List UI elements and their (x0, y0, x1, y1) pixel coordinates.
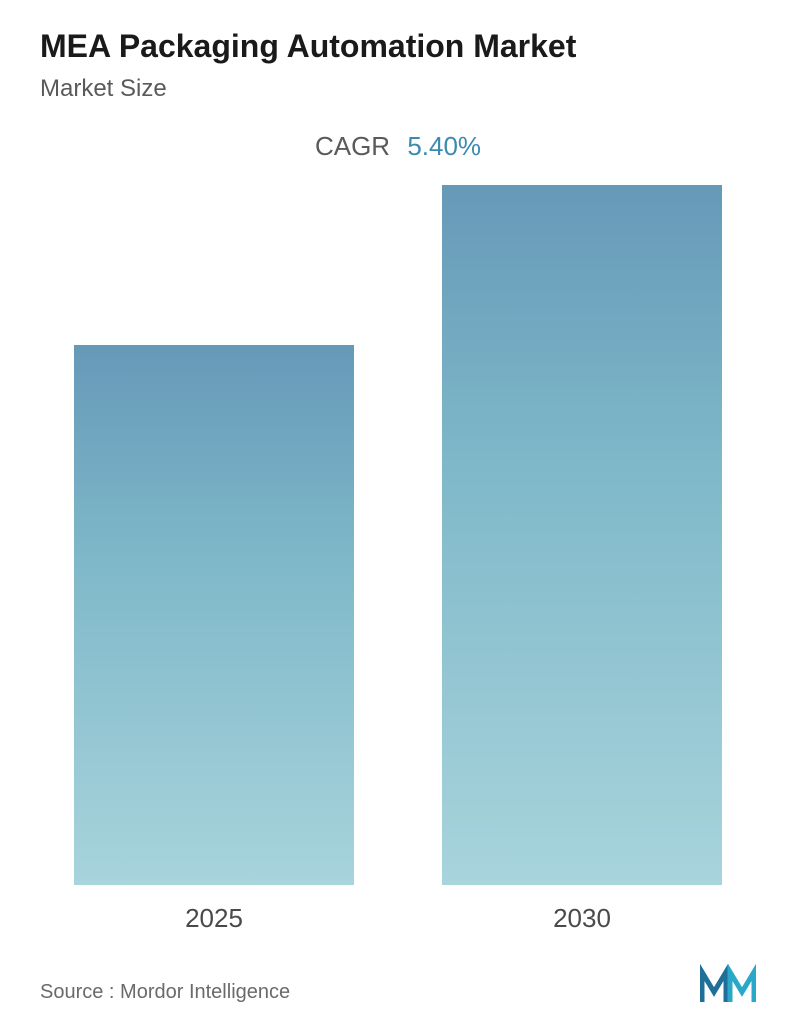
chart-container: MEA Packaging Automation Market Market S… (0, 0, 796, 1034)
cagr-row: CAGR 5.40% (40, 131, 756, 162)
mordor-logo-icon (700, 964, 756, 1004)
bar-1 (442, 185, 722, 885)
cagr-label: CAGR (315, 131, 390, 161)
source-text: Source : Mordor Intelligence (40, 981, 290, 1004)
bar-wrapper-0: 2025 (74, 345, 354, 934)
chart-area: 2025 2030 (40, 182, 756, 934)
chart-title: MEA Packaging Automation Market (40, 28, 756, 65)
bar-wrapper-1: 2030 (442, 185, 722, 934)
bar-0 (74, 345, 354, 885)
bar-label-1: 2030 (553, 903, 611, 934)
cagr-value: 5.40% (407, 131, 481, 161)
footer: Source : Mordor Intelligence (40, 964, 756, 1014)
chart-subtitle: Market Size (40, 75, 756, 103)
bar-label-0: 2025 (185, 903, 243, 934)
